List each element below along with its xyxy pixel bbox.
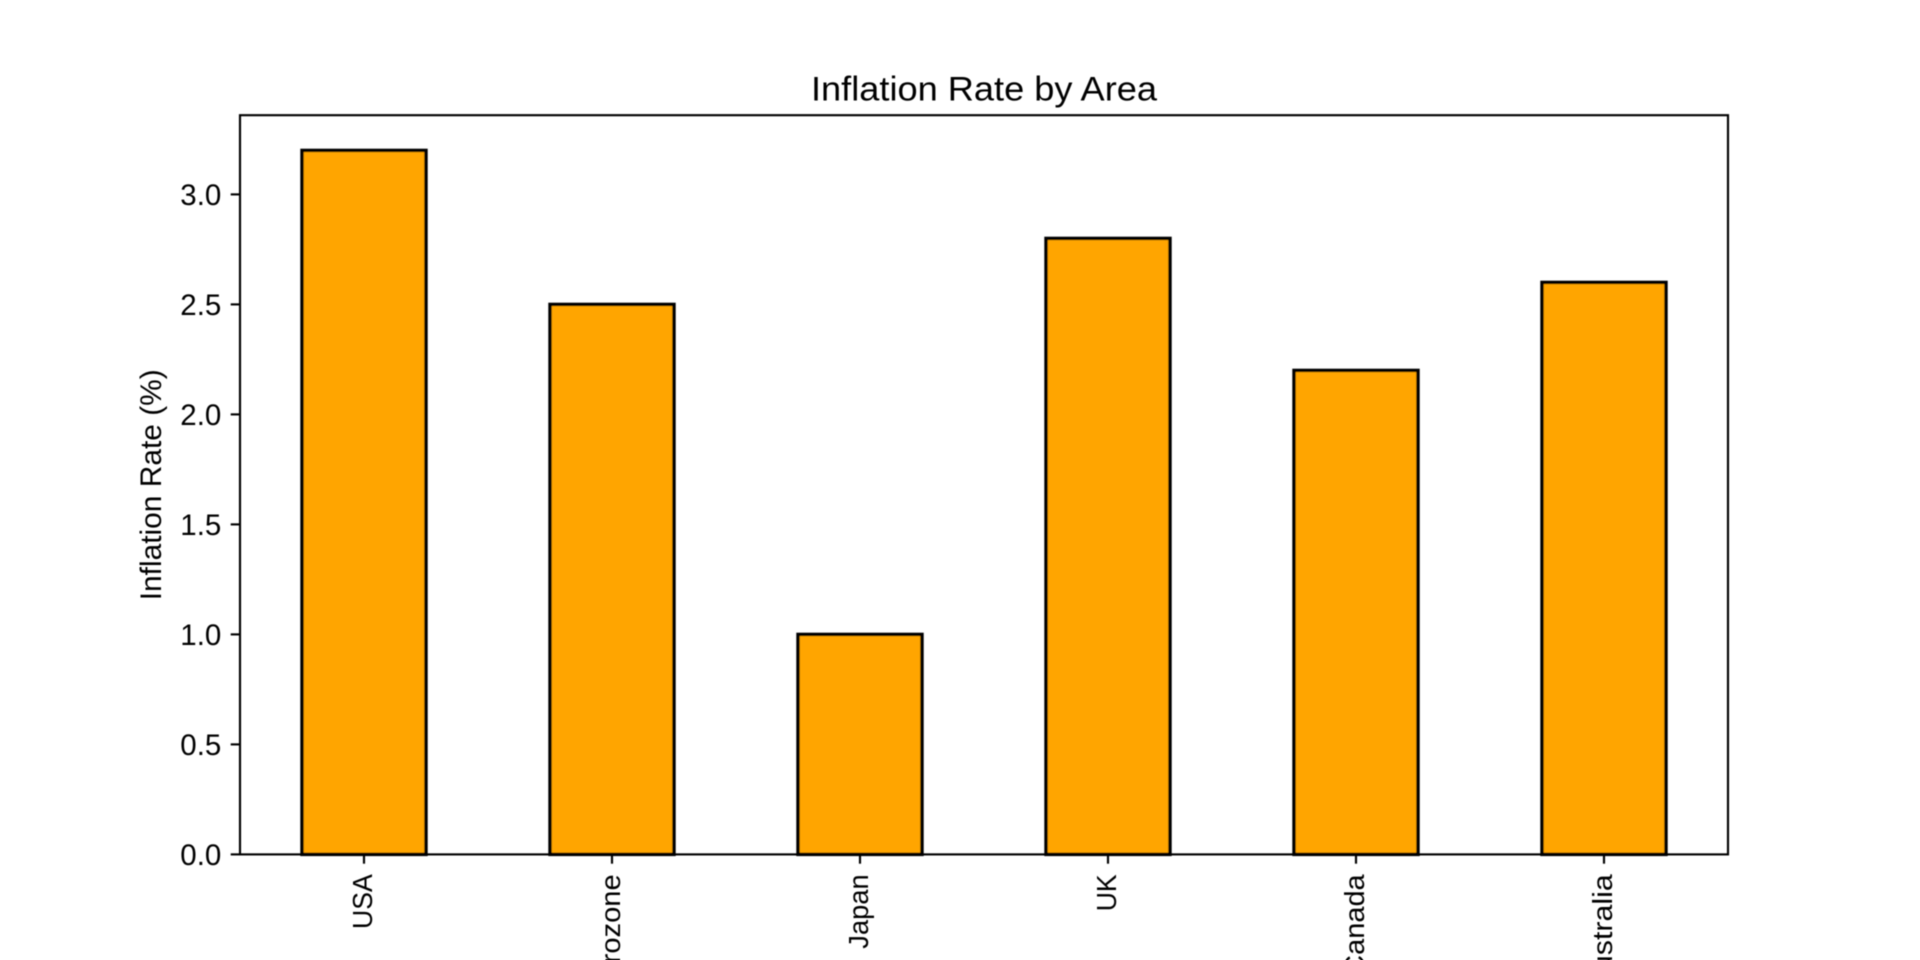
svg-text:Inflation Rate by Area: Inflation Rate by Area — [811, 70, 1158, 108]
svg-text:0.0: 0.0 — [180, 839, 221, 872]
svg-text:UK: UK — [1091, 874, 1122, 911]
svg-text:Australia: Australia — [1587, 874, 1618, 960]
svg-text:0.5: 0.5 — [180, 729, 221, 762]
svg-text:USA: USA — [347, 874, 378, 929]
svg-text:1.0: 1.0 — [180, 619, 221, 652]
svg-text:Inflation Rate (%): Inflation Rate (%) — [135, 369, 168, 600]
svg-text:Canada: Canada — [1339, 874, 1370, 960]
svg-text:1.5: 1.5 — [180, 509, 221, 542]
svg-text:Eurozone: Eurozone — [595, 874, 626, 960]
svg-text:3.0: 3.0 — [180, 179, 221, 212]
svg-text:2.0: 2.0 — [180, 399, 221, 432]
svg-text:Japan: Japan — [843, 874, 874, 948]
svg-text:2.5: 2.5 — [180, 289, 221, 322]
